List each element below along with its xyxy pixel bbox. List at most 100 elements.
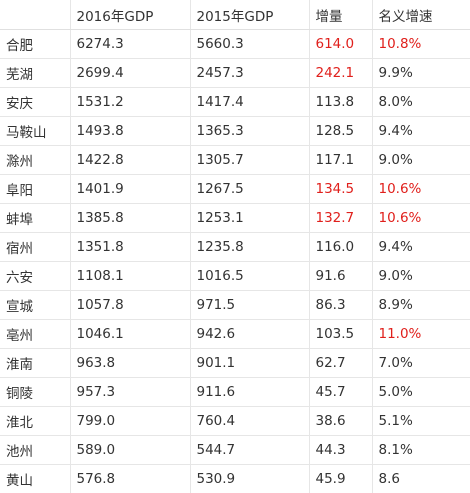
- gdp-2015-cell: 901.1: [190, 348, 310, 378]
- increase-cell: 45.9: [309, 464, 373, 493]
- increase-cell: 45.7: [309, 377, 373, 407]
- header-increase: 增量: [309, 0, 373, 30]
- growth-cell: 9.0%: [372, 145, 470, 175]
- table-row: 淮南 963.8 901.1 62.7 7.0%: [0, 348, 470, 378]
- table-row: 池州 589.0 544.7 44.3 8.1%: [0, 435, 470, 465]
- city-cell: 阜阳: [0, 174, 71, 204]
- table-row: 铜陵 957.3 911.6 45.7 5.0%: [0, 377, 470, 407]
- table-body: 合肥 6274.3 5660.3 614.0 10.8% 芜湖 2699.4 2457.3 2…: [0, 29, 470, 493]
- city-cell: 宣城: [0, 290, 71, 320]
- increase-cell: 113.8: [309, 87, 373, 117]
- growth-cell: 10.6%: [372, 203, 470, 233]
- increase-cell: 62.7: [309, 348, 373, 378]
- gdp-2016-cell: 1401.9: [70, 174, 191, 204]
- gdp-2015-cell: 971.5: [190, 290, 310, 320]
- header-gdp-2016: 2016年GDP: [70, 0, 191, 30]
- table-header-row: 2016年GDP 2015年GDP 增量 名义增速: [0, 0, 470, 30]
- growth-cell: 10.8%: [372, 29, 470, 59]
- increase-cell: 91.6: [309, 261, 373, 291]
- gdp-2015-cell: 1365.3: [190, 116, 310, 146]
- gdp-2015-cell: 2457.3: [190, 58, 310, 88]
- gdp-2016-cell: 1351.8: [70, 232, 191, 262]
- increase-cell: 103.5: [309, 319, 373, 349]
- growth-cell: 5.1%: [372, 406, 470, 436]
- gdp-2015-cell: 544.7: [190, 435, 310, 465]
- increase-cell: 132.7: [309, 203, 373, 233]
- header-growth: 名义增速: [372, 0, 470, 30]
- growth-cell: 7.0%: [372, 348, 470, 378]
- city-cell: 蚌埠: [0, 203, 71, 233]
- city-cell: 宿州: [0, 232, 71, 262]
- increase-cell: 44.3: [309, 435, 373, 465]
- growth-cell: 11.0%: [372, 319, 470, 349]
- gdp-2015-cell: 1235.8: [190, 232, 310, 262]
- city-cell: 六安: [0, 261, 71, 291]
- table-row: 滁州 1422.8 1305.7 117.1 9.0%: [0, 145, 470, 175]
- growth-cell: 10.6%: [372, 174, 470, 204]
- gdp-2016-cell: 576.8: [70, 464, 191, 493]
- increase-cell: 117.1: [309, 145, 373, 175]
- growth-cell: 8.1%: [372, 435, 470, 465]
- gdp-2015-cell: 942.6: [190, 319, 310, 349]
- table-row: 宣城 1057.8 971.5 86.3 8.9%: [0, 290, 470, 320]
- table-row: 芜湖 2699.4 2457.3 242.1 9.9%: [0, 58, 470, 88]
- growth-cell: 9.0%: [372, 261, 470, 291]
- increase-cell: 128.5: [309, 116, 373, 146]
- increase-cell: 242.1: [309, 58, 373, 88]
- city-cell: 马鞍山: [0, 116, 71, 146]
- table-row: 六安 1108.1 1016.5 91.6 9.0%: [0, 261, 470, 291]
- gdp-2016-cell: 1046.1: [70, 319, 191, 349]
- table-row: 黄山 576.8 530.9 45.9 8.6: [0, 464, 470, 493]
- gdp-2016-cell: 1493.8: [70, 116, 191, 146]
- table-row: 亳州 1046.1 942.6 103.5 11.0%: [0, 319, 470, 349]
- gdp-2016-cell: 1422.8: [70, 145, 191, 175]
- city-cell: 滁州: [0, 145, 71, 175]
- growth-cell: 8.6: [378, 471, 400, 487]
- table-row: 阜阳 1401.9 1267.5 134.5 10.6%: [0, 174, 470, 204]
- table-row: 宿州 1351.8 1235.8 116.0 9.4%: [0, 232, 470, 262]
- gdp-2015-cell: 530.9: [190, 464, 310, 493]
- gdp-2016-cell: 957.3: [70, 377, 191, 407]
- table-row: 马鞍山 1493.8 1365.3 128.5 9.4%: [0, 116, 470, 146]
- gdp-2016-cell: 799.0: [70, 406, 191, 436]
- city-cell: 池州: [0, 435, 71, 465]
- gdp-2015-cell: 1305.7: [190, 145, 310, 175]
- growth-cell: 9.4%: [372, 116, 470, 146]
- table-row: 淮北 799.0 760.4 38.6 5.1%: [0, 406, 470, 436]
- table-row: 合肥 6274.3 5660.3 614.0 10.8%: [0, 29, 470, 59]
- gdp-2016-cell: 1057.8: [70, 290, 191, 320]
- growth-cell: 9.4%: [372, 232, 470, 262]
- city-cell: 合肥: [0, 29, 71, 59]
- city-cell: 淮南: [0, 348, 71, 378]
- gdp-2016-cell: 963.8: [70, 348, 191, 378]
- increase-cell: 134.5: [309, 174, 373, 204]
- table-row: 蚌埠 1385.8 1253.1 132.7 10.6%: [0, 203, 470, 233]
- city-cell: 黄山: [0, 464, 71, 493]
- increase-cell: 614.0: [309, 29, 373, 59]
- growth-cell: 8.9%: [372, 290, 470, 320]
- gdp-2016-cell: 2699.4: [70, 58, 191, 88]
- increase-cell: 86.3: [309, 290, 373, 320]
- gdp-2015-cell: 5660.3: [190, 29, 310, 59]
- increase-cell: 116.0: [309, 232, 373, 262]
- gdp-2016-cell: 1531.2: [70, 87, 191, 117]
- gdp-2015-cell: 1253.1: [190, 203, 310, 233]
- gdp-2015-cell: 1267.5: [190, 174, 310, 204]
- city-cell: 安庆: [0, 87, 71, 117]
- gdp-2016-cell: 6274.3: [70, 29, 191, 59]
- city-cell: 淮北: [0, 406, 71, 436]
- gdp-2015-cell: 911.6: [190, 377, 310, 407]
- city-cell: 芜湖: [0, 58, 71, 88]
- increase-cell: 38.6: [309, 406, 373, 436]
- gdp-2016-cell: 589.0: [70, 435, 191, 465]
- gdp-2015-cell: 760.4: [190, 406, 310, 436]
- city-cell: 铜陵: [0, 377, 71, 407]
- growth-cell: 8.0%: [372, 87, 470, 117]
- gdp-2016-cell: 1385.8: [70, 203, 191, 233]
- city-cell: 亳州: [0, 319, 71, 349]
- table-row: 安庆 1531.2 1417.4 113.8 8.0%: [0, 87, 470, 117]
- gdp-2016-cell: 1108.1: [70, 261, 191, 291]
- header-gdp-2015: 2015年GDP: [190, 0, 310, 30]
- growth-cell: 5.0%: [372, 377, 470, 407]
